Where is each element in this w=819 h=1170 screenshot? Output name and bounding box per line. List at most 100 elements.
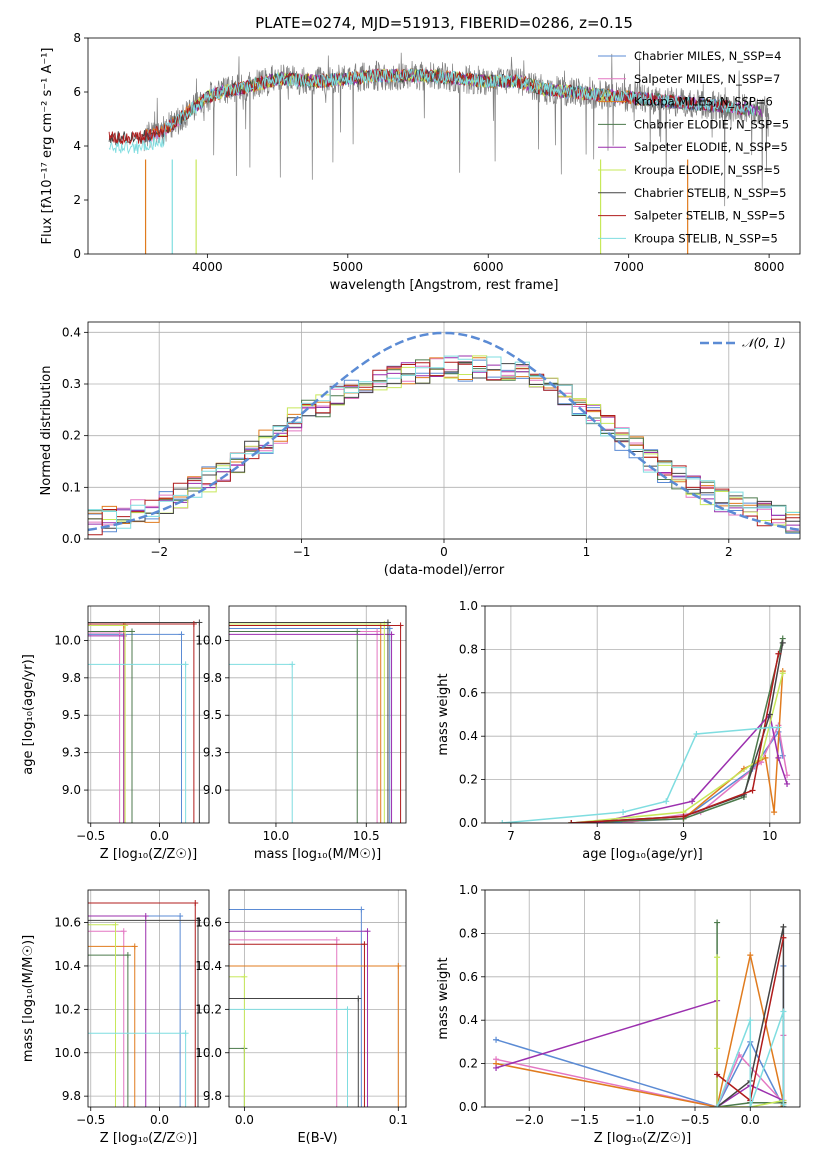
x-tick-label: −0.5 (680, 1113, 709, 1127)
grid (88, 890, 209, 1107)
y-axis-label: Flux [fλ10⁻¹⁷ erg cm⁻² s⁻¹ A⁻¹] (40, 48, 55, 245)
y-tick-label: 10.2 (54, 1002, 81, 1016)
data-point (779, 670, 786, 677)
y-tick-label: 9.5 (62, 708, 81, 722)
histogram-step (88, 355, 800, 529)
x-tick-label: 0 (440, 545, 448, 559)
y-tick-label: 10.0 (195, 1046, 222, 1060)
y-tick-label: 0.8 (459, 642, 478, 656)
x-tick-label: 0.0 (150, 829, 169, 843)
x-tick-label: −0.5 (76, 1113, 105, 1127)
y-tick-label: 0.4 (459, 1013, 478, 1027)
x-tick-label: 10 (762, 829, 777, 843)
normal-curve (88, 331, 800, 532)
x-axis-label: E(B-V) (297, 1131, 337, 1146)
x-tick-label: −1.5 (570, 1113, 599, 1127)
panel-6: −0.5 0.0 9.8 10.0 10.2 10.4 10.6 Z [log₁₀(Z/Z☉)… (21, 889, 210, 1146)
data-point (689, 798, 696, 805)
data-point (771, 809, 778, 816)
y-axis-label: age [log₁₀(age/yr)] (21, 654, 36, 775)
legend-label: Kroupa ELODIE, N_SSP=5 (634, 163, 780, 177)
y-tick-label: 0 (73, 247, 81, 261)
x-tick-label: 2 (725, 545, 733, 559)
y-tick-label: 10.4 (54, 959, 81, 973)
y-tick-label: 9.8 (62, 671, 81, 685)
data-point (620, 809, 627, 816)
y-axis-label: mass weight (436, 957, 451, 1039)
legend-label: Kroupa MILES, N_SSP=6 (634, 95, 773, 109)
y-tick-label: 10.6 (195, 916, 222, 930)
x-axis-label: wavelength [Angstrom, rest frame] (330, 278, 559, 293)
y-tick-label: 10.6 (54, 916, 81, 930)
y-tick-label: 10.2 (195, 1002, 222, 1016)
data-point (775, 650, 782, 657)
plot-area (229, 619, 404, 823)
plot-area (108, 52, 770, 254)
grid (88, 322, 800, 540)
grid (485, 889, 800, 1108)
data-point (680, 813, 687, 820)
y-tick-label: 9.5 (203, 708, 222, 722)
x-tick-label: 9 (680, 829, 688, 843)
data-point (784, 780, 791, 787)
series-line (571, 673, 784, 823)
axes-frame (484, 889, 801, 1108)
series-line (571, 671, 784, 823)
panel-4: 10.0 10.5 9.0 9.3 9.5 9.8 10.0 mass [log₁₀(M/M☉… (195, 605, 407, 862)
legend-label: Chabrier MILES, N_SSP=4 (634, 49, 781, 63)
x-tick-label: −1.0 (625, 1113, 654, 1127)
x-tick-label: 4000 (192, 260, 223, 274)
y-tick-label: 0.8 (459, 926, 478, 940)
x-tick-label: −2 (150, 545, 168, 559)
y-tick-label: 9.8 (203, 1089, 222, 1103)
x-tick-label: 0.1 (389, 1113, 408, 1127)
series-line (716, 957, 784, 1107)
y-tick-label: 9.8 (203, 671, 222, 685)
y-tick-label: 0.1 (62, 480, 81, 494)
data-point (714, 1045, 721, 1052)
plot-area (88, 331, 800, 536)
data-point (493, 1064, 500, 1071)
axes-frame (87, 605, 210, 824)
x-axis-label: (data-model)/error (384, 563, 505, 578)
y-tick-label: 6 (73, 85, 81, 99)
y-tick-label: 0.2 (62, 429, 81, 443)
panel-1: 4000 5000 6000 7000 8000 0 2 4 6 8 PLATE=0274, MJD… (40, 14, 801, 293)
legend-label: Chabrier ELODIE, N_SSP=5 (634, 117, 789, 131)
data-point (775, 754, 782, 761)
data-point (749, 787, 756, 794)
x-tick-label: −0.5 (76, 829, 105, 843)
x-tick-label: 6000 (473, 260, 504, 274)
legend-label: Chabrier STELIB, N_SSP=5 (634, 186, 786, 200)
panel-5: 7 8 9 10 0.0 0.2 0.4 0.6 0.8 1.0 age [log₁₀(age/yr… (436, 599, 801, 862)
y-tick-label: 9.0 (203, 783, 222, 797)
y-tick-label: 2 (73, 193, 81, 207)
x-tick-label: 0.0 (235, 1113, 254, 1127)
axes-frame (87, 37, 801, 255)
x-tick-label: 8 (593, 829, 601, 843)
y-tick-label: 10.0 (54, 633, 81, 647)
x-tick-label: 7 (507, 829, 515, 843)
series-line (716, 1011, 785, 1107)
y-axis-label: mass weight (436, 673, 451, 755)
data-point (747, 1104, 754, 1107)
x-axis-label: Z [log₁₀(Z/Z☉)] (100, 847, 197, 862)
y-tick-label: 1.0 (459, 599, 478, 613)
x-tick-label: −2.0 (515, 1113, 544, 1127)
chart-title: PLATE=0274, MJD=51913, FIBERID=0286, z=0… (255, 14, 633, 32)
data-point (780, 1008, 787, 1015)
y-tick-label: 0.0 (62, 532, 81, 546)
series-line (571, 653, 780, 823)
series-line (571, 642, 784, 823)
y-tick-label: 9.3 (203, 746, 222, 760)
y-tick-label: 0.4 (62, 325, 81, 339)
plot-area (88, 619, 203, 823)
data-point (693, 731, 700, 738)
axes-frame (87, 321, 801, 540)
y-tick-label: 0.2 (459, 1057, 478, 1071)
legend: Chabrier MILES, N_SSP=4 Salpeter MILES, N… (598, 49, 789, 245)
data-point (663, 798, 670, 805)
legend-label: Salpeter STELIB, N_SSP=5 (634, 209, 785, 223)
legend-label: Salpeter MILES, N_SSP=7 (634, 72, 780, 86)
axes-frame (228, 889, 407, 1108)
